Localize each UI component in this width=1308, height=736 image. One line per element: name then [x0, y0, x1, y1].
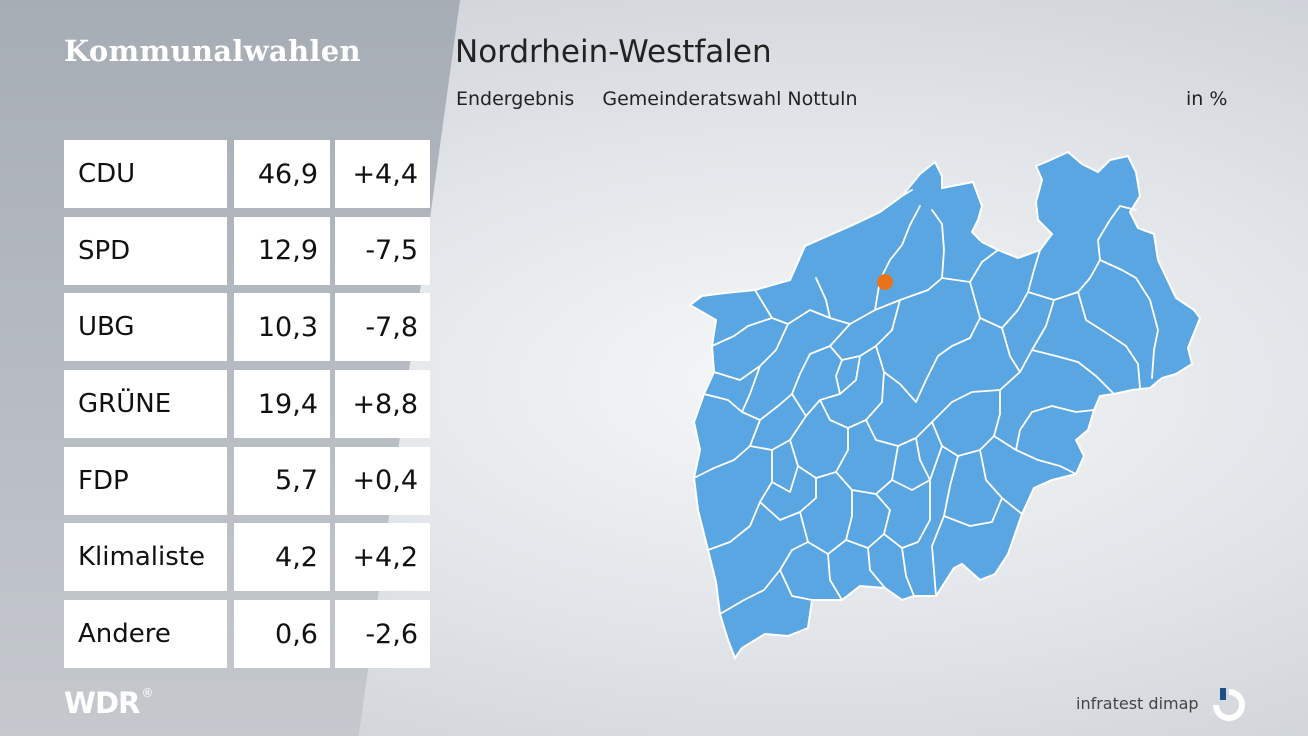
vote-change: -7,8	[335, 293, 430, 362]
wdr-logo-text: WDR	[64, 686, 140, 720]
nottuln-location-marker	[877, 274, 893, 290]
party-name: SPD	[64, 216, 227, 285]
result-row-andere: Andere 0,6 -2,6	[64, 600, 434, 669]
result-row-fdp: FDP 5,7 +0,4	[64, 446, 434, 515]
vote-share: 5,7	[234, 446, 330, 515]
vote-share: 19,4	[234, 370, 330, 439]
result-row-gruene: GRÜNE 19,4 +8,8	[64, 370, 434, 439]
subtitle: Endergebnis Gemeinderatswahl Nottuln	[456, 88, 858, 110]
vote-change: +0,4	[335, 446, 430, 515]
vote-change: +8,8	[335, 370, 430, 439]
unit-label: in %	[1186, 88, 1228, 110]
party-name: Klimaliste	[64, 523, 227, 592]
nrw-state-outline	[688, 150, 1202, 661]
result-status-label: Endergebnis	[456, 88, 575, 110]
result-row-klimaliste: Klimaliste 4,2 +4,2	[64, 523, 434, 592]
infratest-dimap-logo-icon	[1213, 688, 1245, 721]
vote-change: +4,2	[335, 523, 430, 592]
result-row-cdu: CDU 46,9 +4,4	[64, 140, 434, 208]
vote-share: 46,9	[234, 140, 330, 208]
result-row-spd: SPD 12,9 -7,5	[64, 216, 434, 285]
region-title: Nordrhein-Westfalen	[455, 34, 772, 70]
wdr-logo: WDR ®	[64, 686, 153, 720]
results-table: CDU 46,9 +4,4 SPD 12,9 -7,5 UBG 10,3 -7,…	[64, 140, 434, 677]
vote-change: -2,6	[335, 600, 430, 669]
party-name: FDP	[64, 446, 227, 515]
vote-share: 12,9	[234, 216, 330, 285]
election-name: Gemeinderatswahl Nottuln	[602, 88, 858, 110]
party-name: GRÜNE	[64, 370, 227, 439]
vote-share: 10,3	[234, 293, 330, 362]
vote-share: 4,2	[234, 523, 330, 592]
vote-share: 0,6	[234, 600, 330, 669]
vote-change: -7,5	[335, 216, 430, 285]
result-row-ubg: UBG 10,3 -7,8	[64, 293, 434, 362]
nrw-map	[680, 150, 1210, 670]
source-label: infratest dimap	[1076, 694, 1199, 713]
nrw-map-svg	[688, 150, 1202, 661]
vote-change: +4,4	[335, 140, 430, 208]
registered-mark-icon: ®	[141, 686, 153, 700]
party-name: UBG	[64, 293, 227, 362]
section-title: Kommunalwahlen	[64, 34, 361, 68]
district-borders	[693, 189, 1159, 615]
party-name: Andere	[64, 600, 227, 669]
party-name: CDU	[64, 140, 227, 208]
